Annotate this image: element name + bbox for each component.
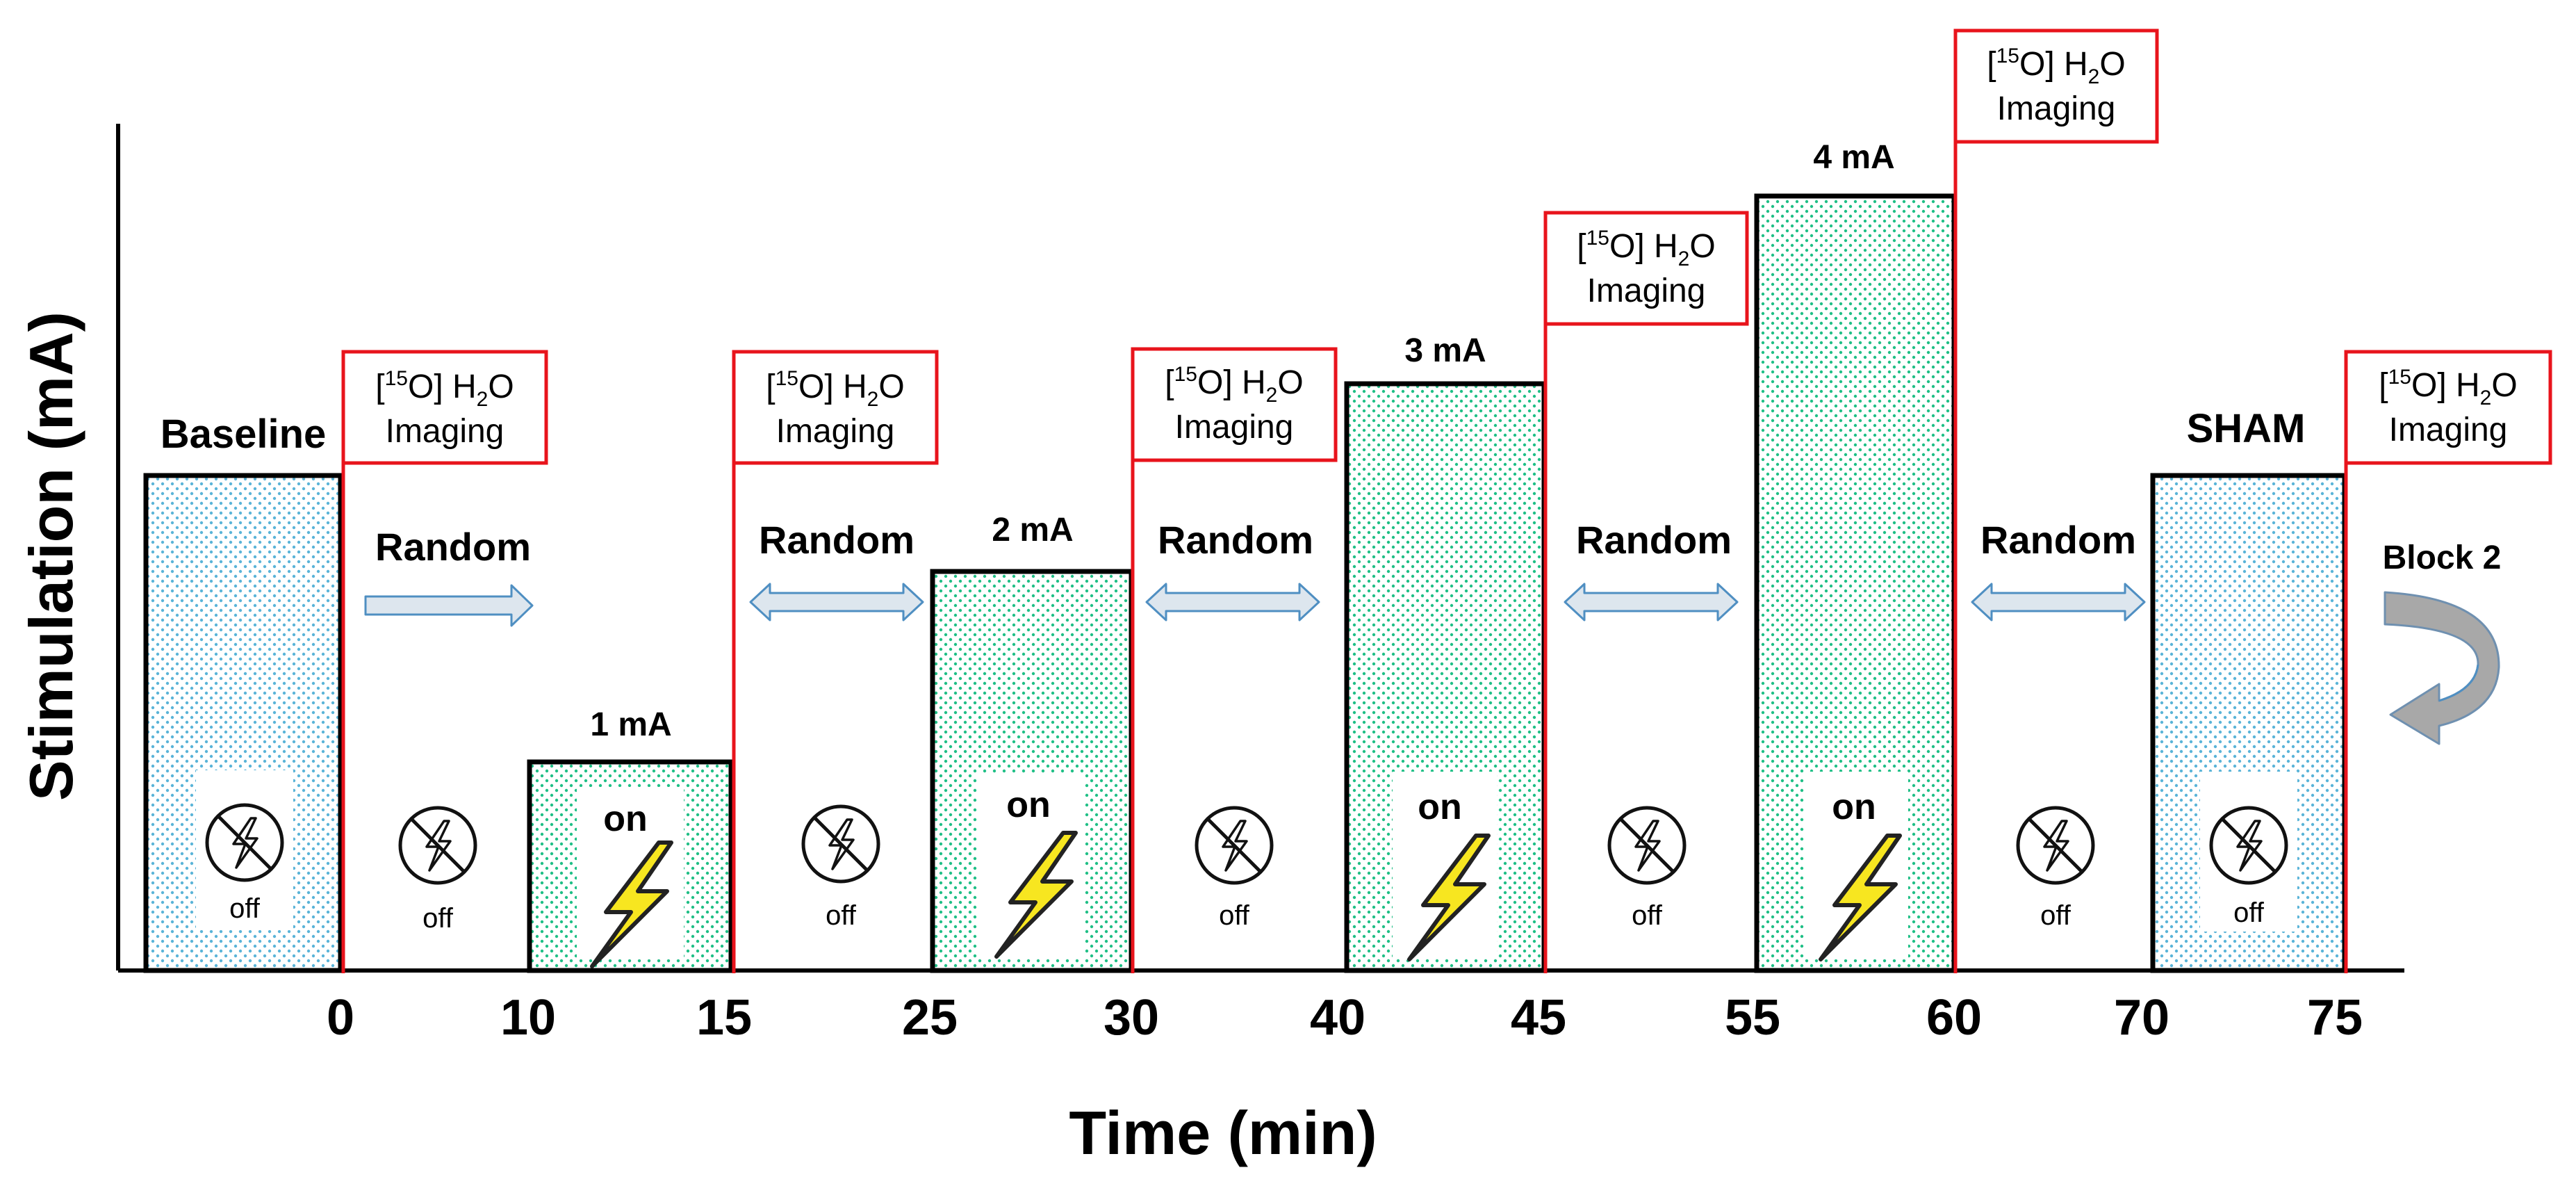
curved-return-arrow-icon: [2384, 591, 2500, 745]
power-off-icon: [1197, 808, 1272, 883]
imaging-formula: [15O] H2O: [1987, 44, 2125, 88]
baseline-block: off Baseline: [143, 412, 343, 973]
block-3ma: on 3 mA: [1344, 332, 1547, 973]
gap-4-state: off: [1632, 900, 1663, 931]
tick-label: 0: [327, 990, 354, 1046]
label-2ma: 2 mA: [992, 512, 1073, 549]
tick-label: 55: [1725, 990, 1780, 1046]
tick-label: 30: [1104, 990, 1159, 1046]
on-icon-backing: [977, 773, 1084, 958]
random-label: Random: [759, 518, 914, 562]
imaging-label: Imaging: [776, 413, 895, 450]
tick-label: 75: [2307, 990, 2363, 1046]
imaging-box: [15O] H2O Imaging: [1543, 211, 1749, 326]
tick-label: 40: [1310, 990, 1365, 1046]
random-double-arrow-icon: [1564, 583, 1739, 622]
random-double-arrow-icon: [1971, 583, 2146, 622]
power-off-icon: [1609, 808, 1684, 883]
random-double-arrow-icon: [1145, 583, 1320, 622]
label-4ma: 4 mA: [1813, 139, 1894, 176]
tick-label: 60: [1926, 990, 1982, 1046]
block-1ma: on 1 mA: [527, 706, 734, 973]
imaging-box: [15O] H2O Imaging: [1953, 29, 2159, 144]
state-on: on: [1832, 787, 1876, 827]
on-icon-backing: [1393, 772, 1497, 958]
power-off-icon: [803, 806, 878, 882]
power-off-icon: [2211, 808, 2286, 883]
state-on: on: [603, 799, 648, 839]
block-2-label: Block 2: [2383, 539, 2502, 576]
gap-4: off Random: [1564, 518, 1739, 931]
on-icon-backing: [1804, 772, 1908, 959]
imaging-box-frame: [2344, 350, 2552, 465]
gap-3-state: off: [1219, 900, 1250, 931]
imaging-formula: [15O] H2O: [1165, 363, 1303, 407]
x-tick-labels: 0 10 15 25 30 40 45 55 60 70 75: [327, 990, 2363, 1046]
imaging-box-frame: [341, 350, 548, 465]
imaging-box: [15O] H2O Imaging: [341, 350, 548, 465]
imaging-box-frame: [732, 350, 939, 465]
block-4ma: on 4 mA: [1754, 139, 1957, 973]
gap-5: off Random: [1971, 518, 2146, 931]
state-on: on: [1418, 787, 1462, 827]
y-axis-label: Stimulation (mA): [17, 311, 85, 801]
imaging-box-frame: [1543, 211, 1749, 326]
sham-state: off: [2233, 897, 2265, 928]
gap-3: off Random: [1145, 518, 1320, 931]
sham-label: SHAM: [2187, 406, 2306, 451]
random-label: Random: [1980, 518, 2136, 562]
tick-label: 70: [2114, 990, 2169, 1046]
power-off-icon: [2018, 808, 2093, 883]
power-off-icon: [400, 808, 475, 883]
x-axis-label: Time (min): [1069, 1098, 1377, 1167]
label-3ma: 3 mA: [1404, 332, 1486, 369]
random-label: Random: [1576, 518, 1732, 562]
imaging-label: Imaging: [386, 413, 504, 450]
baseline-label: Baseline: [161, 412, 327, 457]
imaging-label: Imaging: [1587, 273, 1706, 309]
imaging-formula: [15O] H2O: [2379, 366, 2517, 409]
imaging-box: [15O] H2O Imaging: [1131, 347, 1338, 462]
gap-5-state: off: [2040, 900, 2072, 931]
tick-label: 15: [696, 990, 752, 1046]
state-on: on: [1006, 785, 1051, 825]
gap-1: off Random: [364, 525, 534, 934]
imaging-formula: [15O] H2O: [375, 367, 514, 411]
label-1ma: 1 mA: [590, 706, 671, 743]
gap-2: off Random: [749, 518, 924, 931]
random-arrow-right-icon: [364, 584, 534, 627]
imaging-box: [15O] H2O Imaging: [2344, 350, 2552, 465]
random-double-arrow-icon: [749, 583, 924, 622]
imaging-box-frame: [1131, 347, 1338, 462]
random-label: Random: [375, 525, 531, 569]
imaging-formula: [15O] H2O: [1577, 227, 1715, 270]
tick-label: 10: [500, 990, 556, 1046]
imaging-label: Imaging: [2389, 412, 2508, 448]
imaging-box-frame: [1953, 29, 2159, 144]
baseline-state: off: [229, 893, 261, 924]
random-label: Random: [1158, 518, 1313, 562]
tick-label: 25: [902, 990, 958, 1046]
imaging-formula: [15O] H2O: [766, 367, 904, 411]
imaging-box: [15O] H2O Imaging: [732, 350, 939, 465]
tick-label: 45: [1511, 990, 1566, 1046]
imaging-label: Imaging: [1175, 409, 1294, 446]
gap-1-state: off: [423, 903, 454, 934]
sham-block: off SHAM: [2150, 406, 2347, 973]
imaging-label: Imaging: [1997, 90, 2116, 127]
block-2-indicator: Block 2: [2383, 539, 2502, 745]
gap-2-state: off: [826, 900, 857, 931]
block-2ma: on 2 mA: [930, 512, 1134, 973]
power-off-icon: [207, 805, 282, 880]
